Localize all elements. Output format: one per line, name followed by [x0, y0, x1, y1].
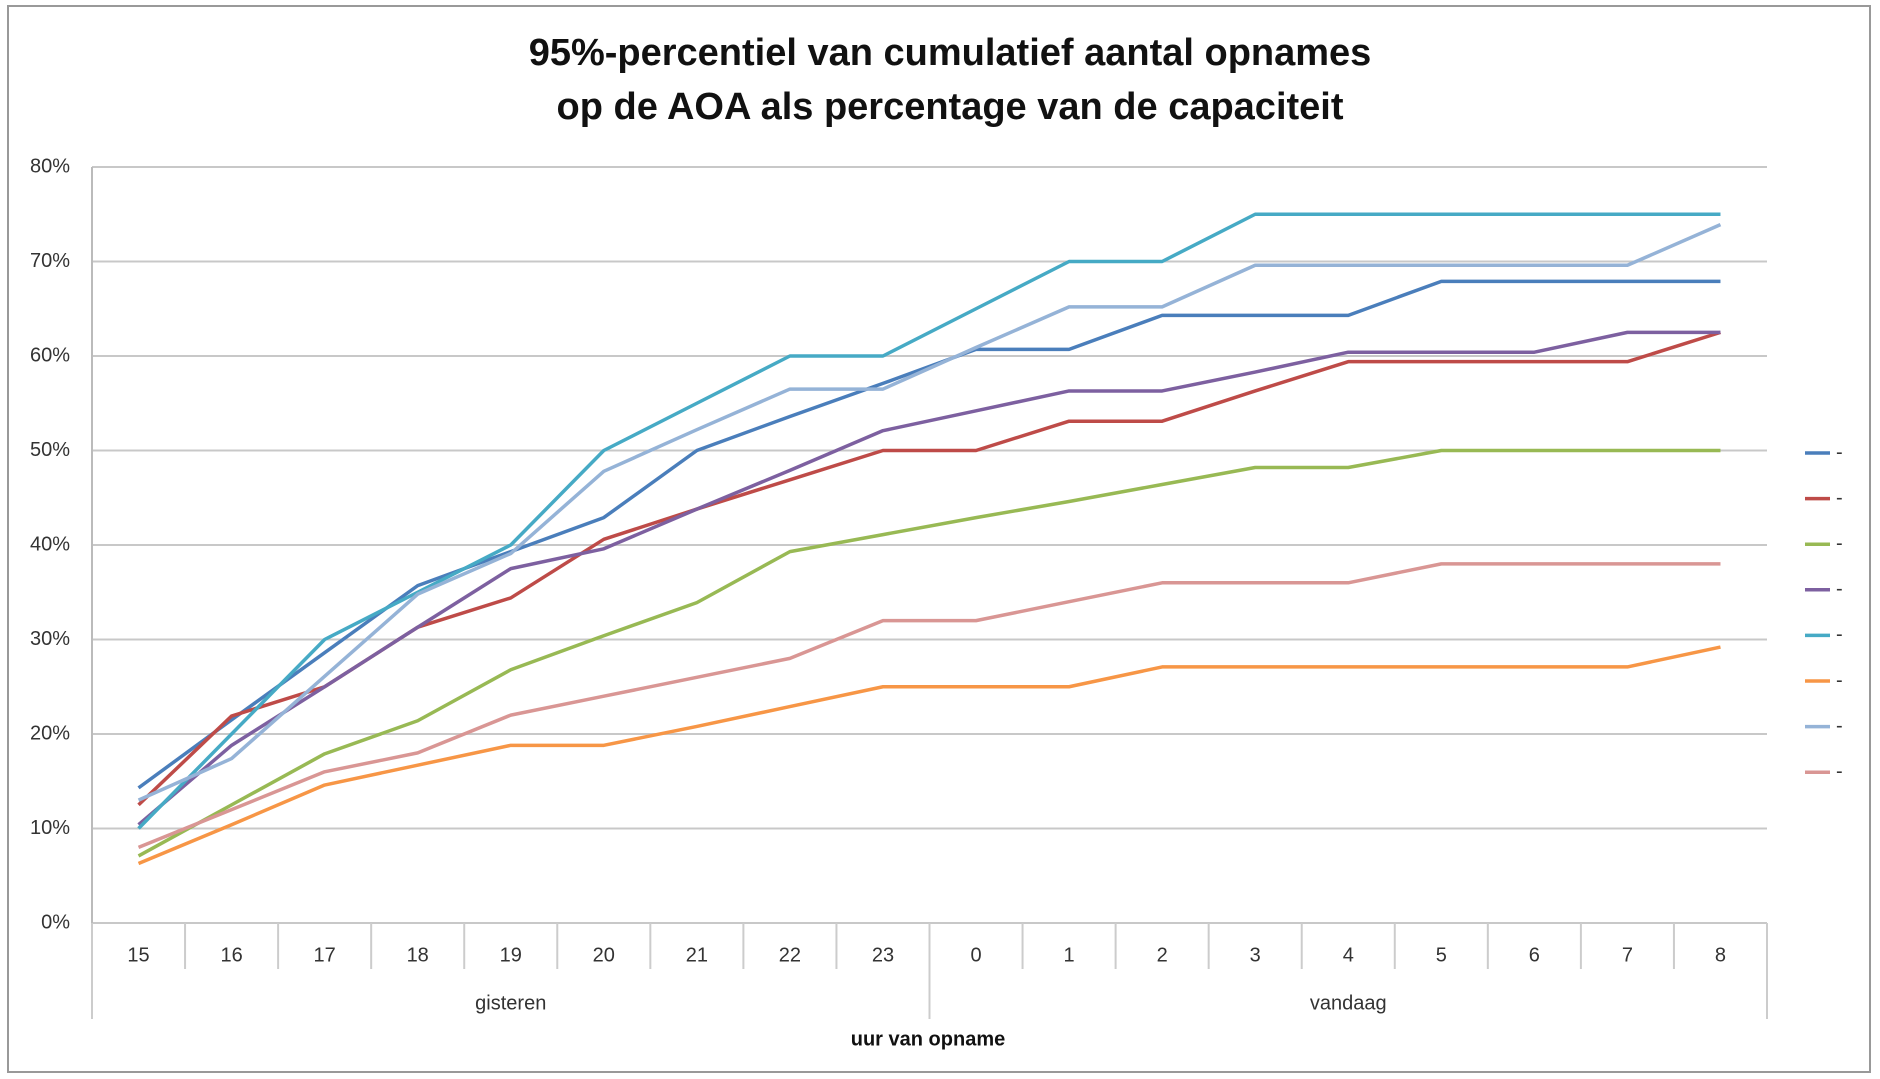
x-tick-label: 3 — [1250, 944, 1261, 966]
chart-title: 95%-percentiel van cumulatief aantal opn… — [529, 32, 1372, 74]
series-line — [137, 645, 1721, 866]
y-tick-label: 50% — [30, 439, 70, 461]
x-tick-label: 15 — [127, 944, 149, 966]
y-tick-label: 20% — [30, 722, 70, 744]
group-label: vandaag — [1310, 992, 1387, 1014]
x-tick-label: 7 — [1622, 944, 1633, 966]
x-tick-label: 23 — [872, 944, 894, 966]
legend-label: - — [1836, 487, 1843, 509]
y-tick-label: 10% — [30, 817, 70, 839]
legend-label: - — [1836, 760, 1843, 782]
x-tick-label: 1 — [1064, 944, 1075, 966]
legend-label: - — [1836, 532, 1843, 554]
x-tick-label: 6 — [1529, 944, 1540, 966]
series-line — [137, 330, 1721, 827]
y-tick-label: 80% — [30, 155, 70, 177]
group-label: gisteren — [475, 992, 546, 1014]
series-line — [137, 212, 1721, 830]
x-tick-label: 4 — [1343, 944, 1354, 966]
x-tick-label: 20 — [593, 944, 615, 966]
y-tick-label: 60% — [30, 344, 70, 366]
legend-label: - — [1836, 624, 1843, 646]
x-tick-label: 19 — [500, 944, 522, 966]
x-tick-label: 5 — [1436, 944, 1447, 966]
y-tick-label: 30% — [30, 628, 70, 650]
chart-frame — [7, 5, 1871, 1073]
legend-label: - — [1836, 669, 1843, 691]
y-tick-label: 0% — [41, 911, 70, 933]
y-tick-label: 40% — [30, 533, 70, 555]
legend-label: - — [1836, 715, 1843, 737]
legend-label: - — [1836, 441, 1843, 463]
x-tick-label: 21 — [686, 944, 708, 966]
series-line — [137, 562, 1721, 850]
x-tick-label: 18 — [407, 944, 429, 966]
x-tick-label: 8 — [1715, 944, 1726, 966]
x-tick-label: 17 — [314, 944, 336, 966]
x-tick-label: 16 — [220, 944, 242, 966]
x-tick-label: 22 — [779, 944, 801, 966]
chart-title: op de AOA als percentage van de capacite… — [557, 86, 1344, 128]
x-tick-label: 2 — [1157, 944, 1168, 966]
legend-label: - — [1836, 578, 1843, 600]
series-line — [137, 448, 1721, 858]
series-line — [137, 223, 1722, 802]
y-tick-label: 70% — [30, 250, 70, 272]
x-axis-title: uur van opname — [851, 1028, 1005, 1050]
x-tick-label: 0 — [970, 944, 981, 966]
